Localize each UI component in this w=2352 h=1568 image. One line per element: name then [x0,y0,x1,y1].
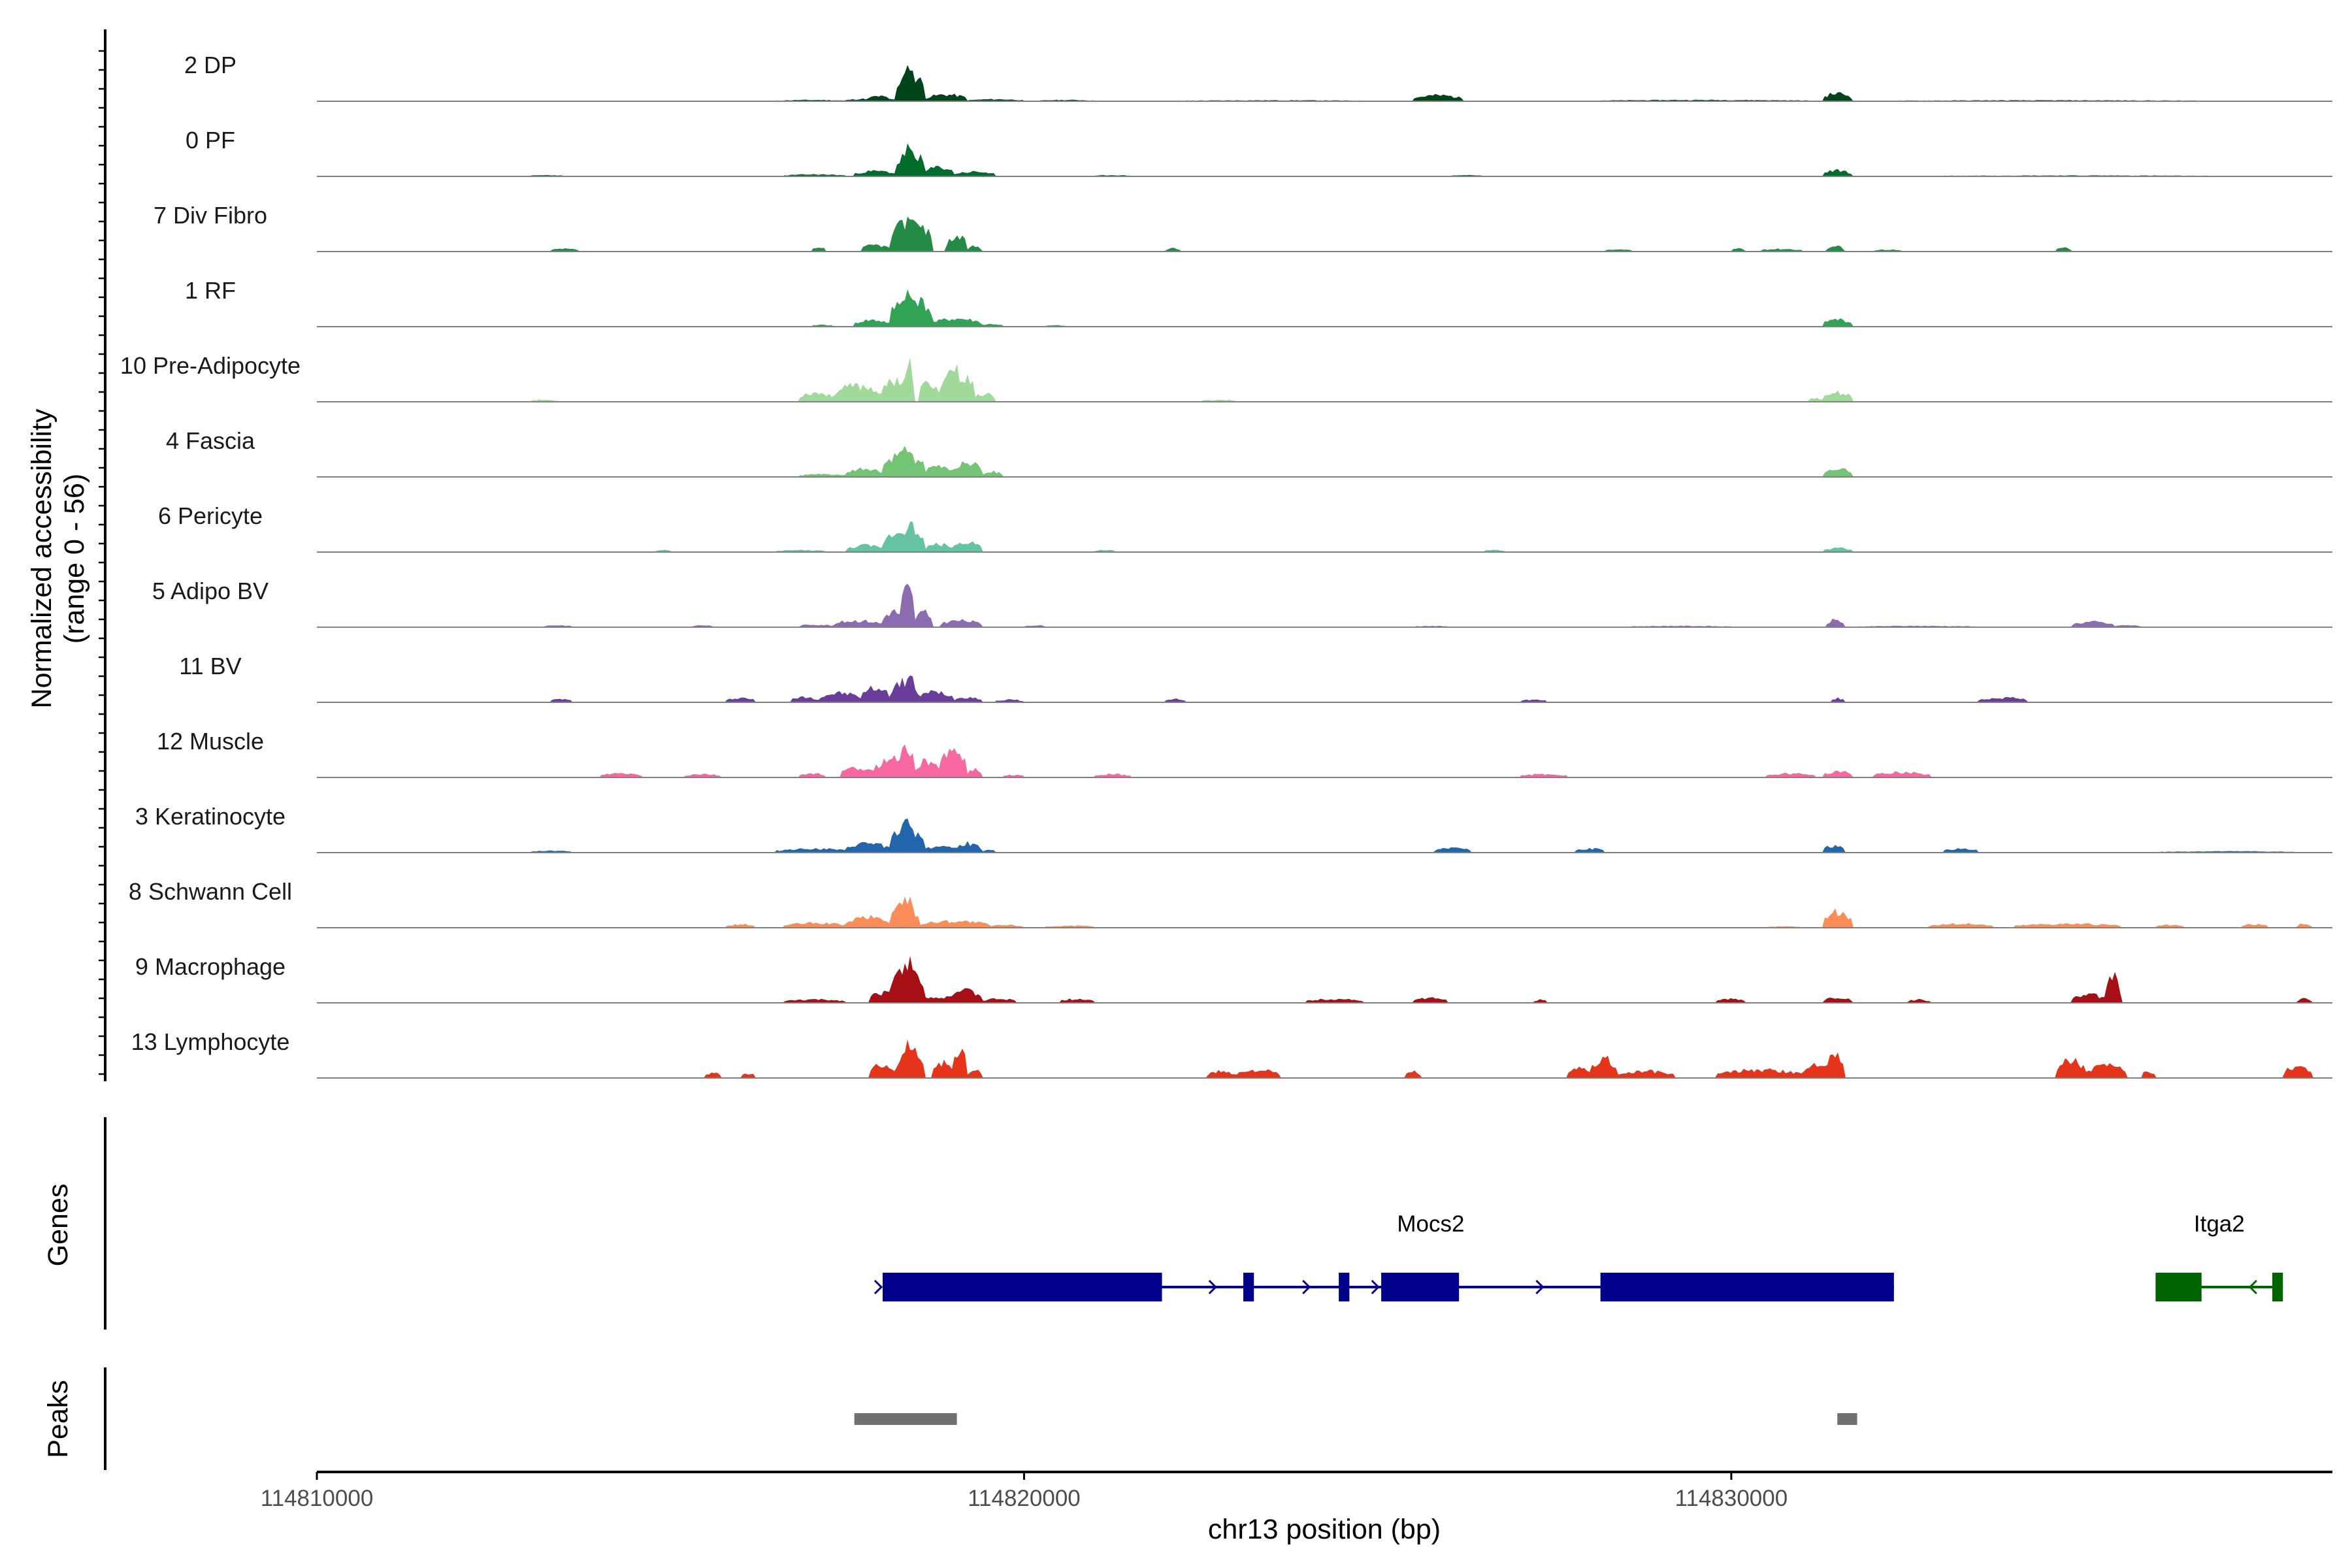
track-5: 10 Pre-Adipocyte [120,352,2332,402]
gene-exon-4 [1381,1273,1460,1301]
track-label-3: 7 Div Fibro [154,202,267,229]
y-axis-subtitle: (range 0 - 56) [59,474,90,644]
track-8: 5 Adipo BV [152,578,2332,628]
track-label-10: 12 Muscle [157,728,264,755]
coverage-area-10 [317,744,2332,777]
coverage-area-7 [317,521,2332,552]
track-label-14: 13 Lymphocyte [131,1028,290,1055]
track-label-11: 3 Keratinocyte [135,803,286,830]
peak-bar-1 [854,1413,957,1425]
track-1: 2 DP [184,52,2332,102]
coverage-area-2 [317,143,2332,176]
genes-axis-title: Genes [42,1184,74,1267]
x-tick-label-1: 114810000 [261,1486,374,1511]
peak-bar-2 [1837,1413,1857,1425]
genes-track: Mocs2 Itga2 [874,1211,2283,1301]
track-label-9: 11 BV [179,653,241,679]
track-9: 11 BV [179,653,2332,703]
gene-exon-1 [882,1273,1162,1301]
coverage-area-14 [317,1039,2332,1078]
track-label-4: 1 RF [185,277,236,304]
track-label-2: 0 PF [186,127,235,154]
strand-arrow-2 [1208,1279,1217,1295]
track-3: 7 Div Fibro [154,202,2332,252]
x-tick-label-3: 114830000 [1675,1486,1788,1511]
coverage-area-13 [317,956,2332,1003]
gene-exon-1 [2155,1273,2202,1301]
strand-arrow-5 [1535,1279,1544,1295]
track-12: 8 Schwann Cell [129,878,2332,928]
coverage-area-5 [317,357,2332,402]
coverage-area-6 [317,446,2332,477]
gene-exon-2 [2272,1273,2283,1301]
gene-exon-5 [1600,1273,1894,1301]
peaks-track [854,1413,1857,1425]
track-label-1: 2 DP [184,52,237,78]
x-tick-label-2: 114820000 [968,1486,1081,1511]
gene-itga2: Itga2 [2155,1211,2283,1301]
gene-exon-3 [1339,1273,1350,1301]
coverage-area-12 [317,896,2332,928]
coverage-area-4 [317,289,2332,327]
coverage-area-1 [317,65,2332,101]
track-label-13: 9 Macrophage [135,953,286,980]
strand-arrow-1 [874,1279,883,1295]
track-label-6: 4 Fascia [166,427,255,454]
coverage-tracks: 2 DP 0 PF 7 Div Fibro 1 RF 10 Pre-Adipocyte 4… [120,52,2332,1079]
coverage-area-8 [317,583,2332,627]
peaks-axis-title: Peaks [42,1380,74,1458]
x-axis-title: chr13 position (bp) [1208,1514,1441,1545]
coverage-y-ticks [99,50,105,1075]
track-label-12: 8 Schwann Cell [129,878,292,905]
y-axis-title: Normalized accessibility [26,408,57,708]
track-14: 13 Lymphocyte [131,1028,2332,1079]
strand-arrow-4 [1371,1279,1380,1295]
track-6: 4 Fascia [166,427,2332,478]
strand-arrow-1 [2248,1279,2257,1295]
track-4: 1 RF [185,277,2332,327]
track-2: 0 PF [186,127,2332,177]
gene-label-itga2: Itga2 [2194,1211,2245,1237]
x-axis-ticks: 114810000 114820000 114830000 [261,1472,1788,1511]
track-label-7: 6 Pericyte [158,502,263,529]
gene-mocs2: Mocs2 [874,1211,1894,1301]
track-7: 6 Pericyte [158,502,2332,553]
coverage-area-3 [317,216,2332,252]
coverage-area-11 [317,818,2332,853]
gene-exon-2 [1243,1273,1254,1301]
track-10: 12 Muscle [157,728,2332,778]
track-11: 3 Keratinocyte [135,803,2332,853]
track-label-5: 10 Pre-Adipocyte [120,352,301,379]
strand-arrow-3 [1302,1279,1311,1295]
coverage-area-9 [317,675,2332,702]
gene-label-mocs2: Mocs2 [1397,1211,1464,1237]
track-label-8: 5 Adipo BV [152,578,269,604]
track-13: 9 Macrophage [135,953,2332,1004]
